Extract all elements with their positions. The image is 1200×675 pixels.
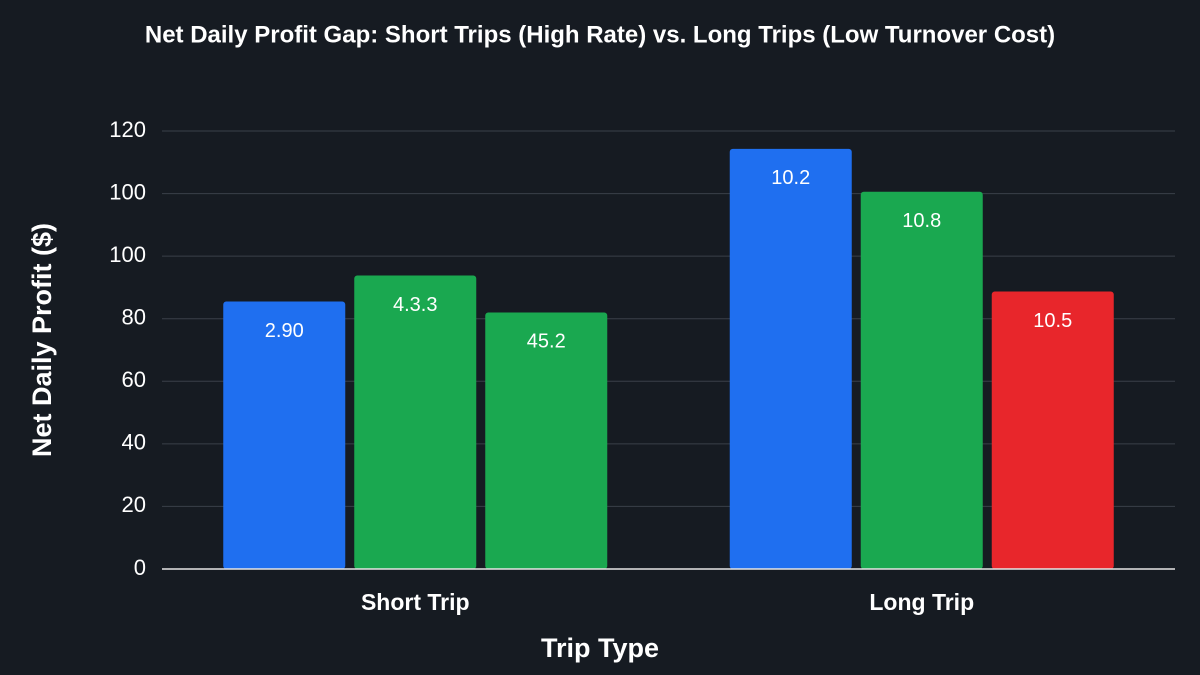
value-label: 2.90 bbox=[265, 320, 304, 342]
y-tick-label: 40 bbox=[122, 430, 146, 455]
value-label: 10.8 bbox=[902, 210, 941, 232]
y-tick-label: 80 bbox=[122, 305, 146, 330]
value-label: 45.2 bbox=[527, 331, 566, 353]
y-tick-label: 120 bbox=[109, 117, 146, 142]
y-tick-label: 100 bbox=[109, 179, 146, 204]
y-tick-label: 60 bbox=[122, 367, 146, 392]
value-label: 4.3.3 bbox=[393, 294, 437, 316]
x-tick-label: Short Trip bbox=[361, 589, 470, 615]
x-tick-label: Long Trip bbox=[869, 589, 974, 615]
bar bbox=[354, 275, 477, 569]
y-axis-title: Net Daily Profit ($) bbox=[27, 223, 57, 457]
bar bbox=[991, 291, 1114, 569]
y-tick-label: 20 bbox=[122, 492, 146, 517]
y-tick-label: 0 bbox=[134, 555, 146, 580]
x-axis-title: Trip Type bbox=[541, 633, 659, 663]
bar bbox=[223, 301, 346, 569]
value-label: 10.5 bbox=[1033, 310, 1072, 332]
bar bbox=[485, 312, 608, 569]
value-label: 10.2 bbox=[771, 167, 810, 189]
y-tick-label: 100 bbox=[109, 242, 146, 267]
chart-title: Net Daily Profit Gap: Short Trips (High … bbox=[145, 21, 1055, 48]
bar bbox=[729, 148, 852, 569]
bar bbox=[860, 191, 983, 570]
